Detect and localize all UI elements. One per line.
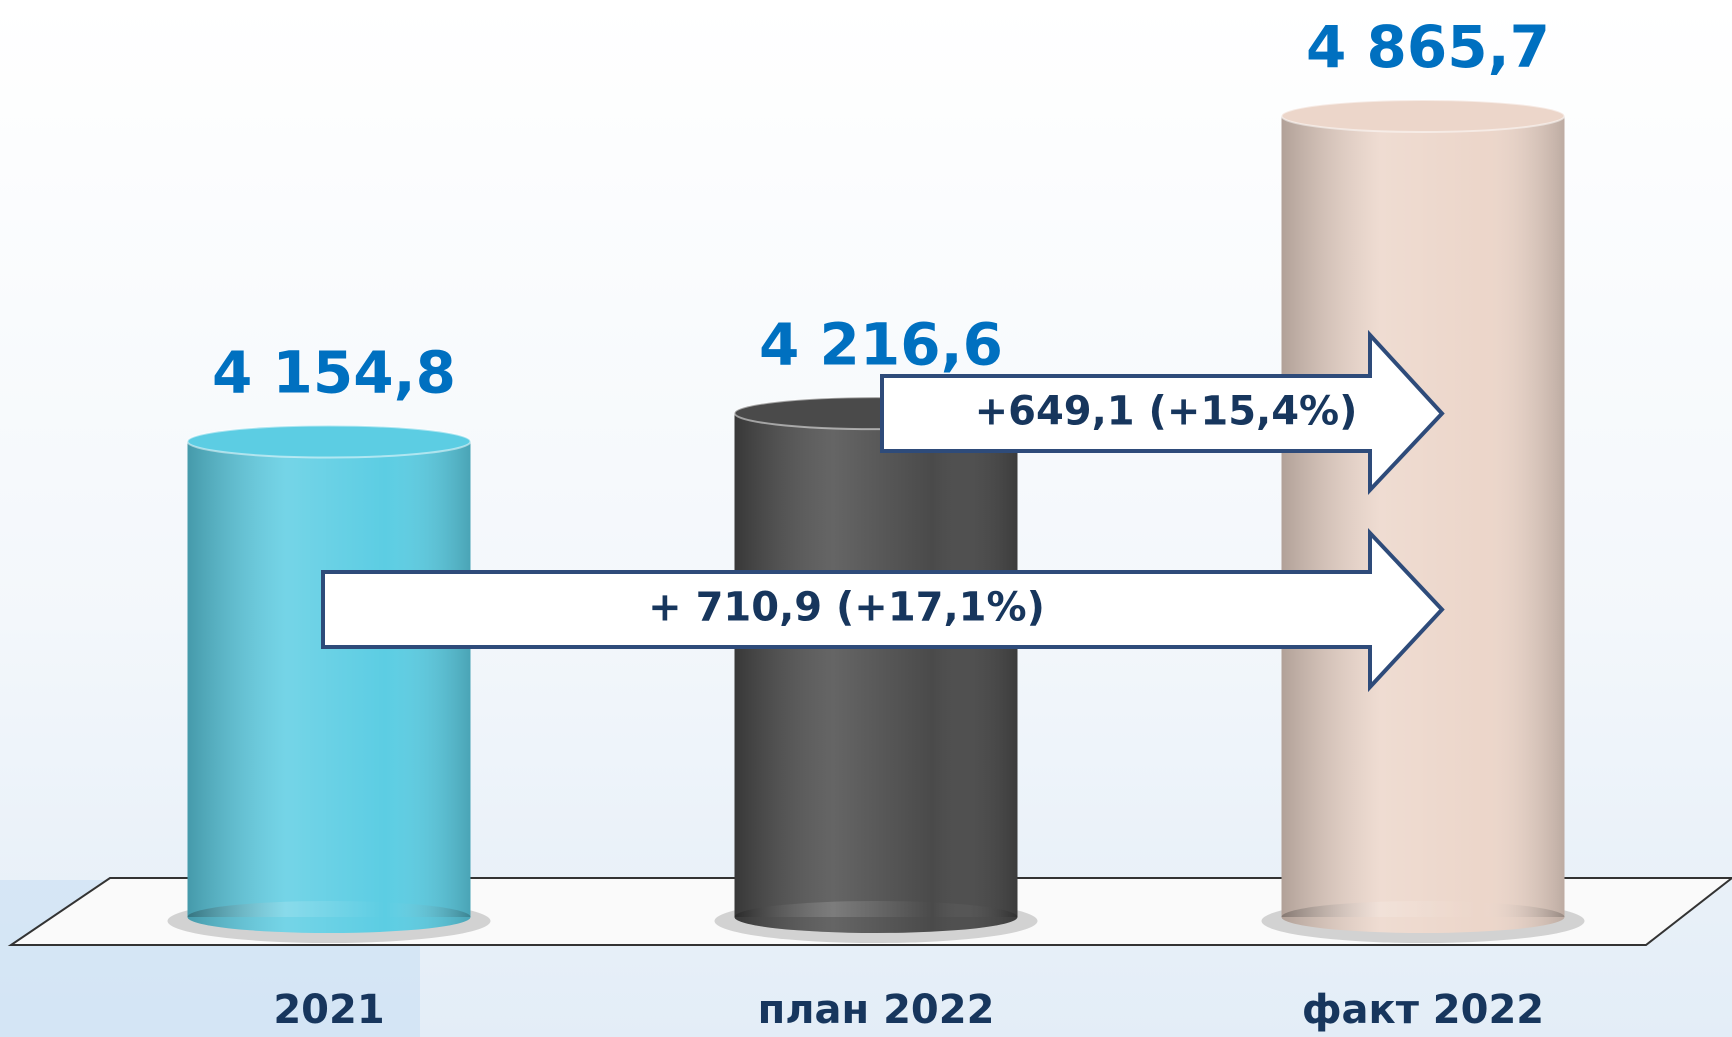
arrow	[880, 329, 1445, 496]
value-label: 4 154,8	[212, 339, 456, 407]
value-label: 4 865,7	[1306, 13, 1550, 81]
bar-shading	[1281, 116, 1565, 917]
annotations: +649,1 (+15,4%) + 710,9 (+17,1%)	[321, 329, 1445, 693]
x-tick-label: план 2022	[758, 987, 995, 1033]
bar-top	[186, 424, 472, 459]
x-tick-label: 2021	[273, 987, 384, 1033]
bar-bottom-shade	[734, 901, 1018, 933]
bar-bottom-shade	[1281, 901, 1565, 933]
arrow	[321, 527, 1445, 693]
bar-top	[1280, 99, 1566, 133]
x-tick-label: факт 2022	[1302, 987, 1544, 1033]
annotation-text: +649,1 (+15,4%)	[975, 389, 1358, 435]
annotation-text: + 710,9 (+17,1%)	[648, 585, 1045, 631]
bar-shading	[734, 413, 1018, 917]
value-label: 4 216,6	[759, 310, 1003, 378]
bar-bottom-shade	[187, 901, 471, 933]
bars: 4 154,8 2021 4 216,6 план 2022 4 865,7 факт 2…	[167, 13, 1585, 1033]
bar-shading	[187, 441, 471, 917]
